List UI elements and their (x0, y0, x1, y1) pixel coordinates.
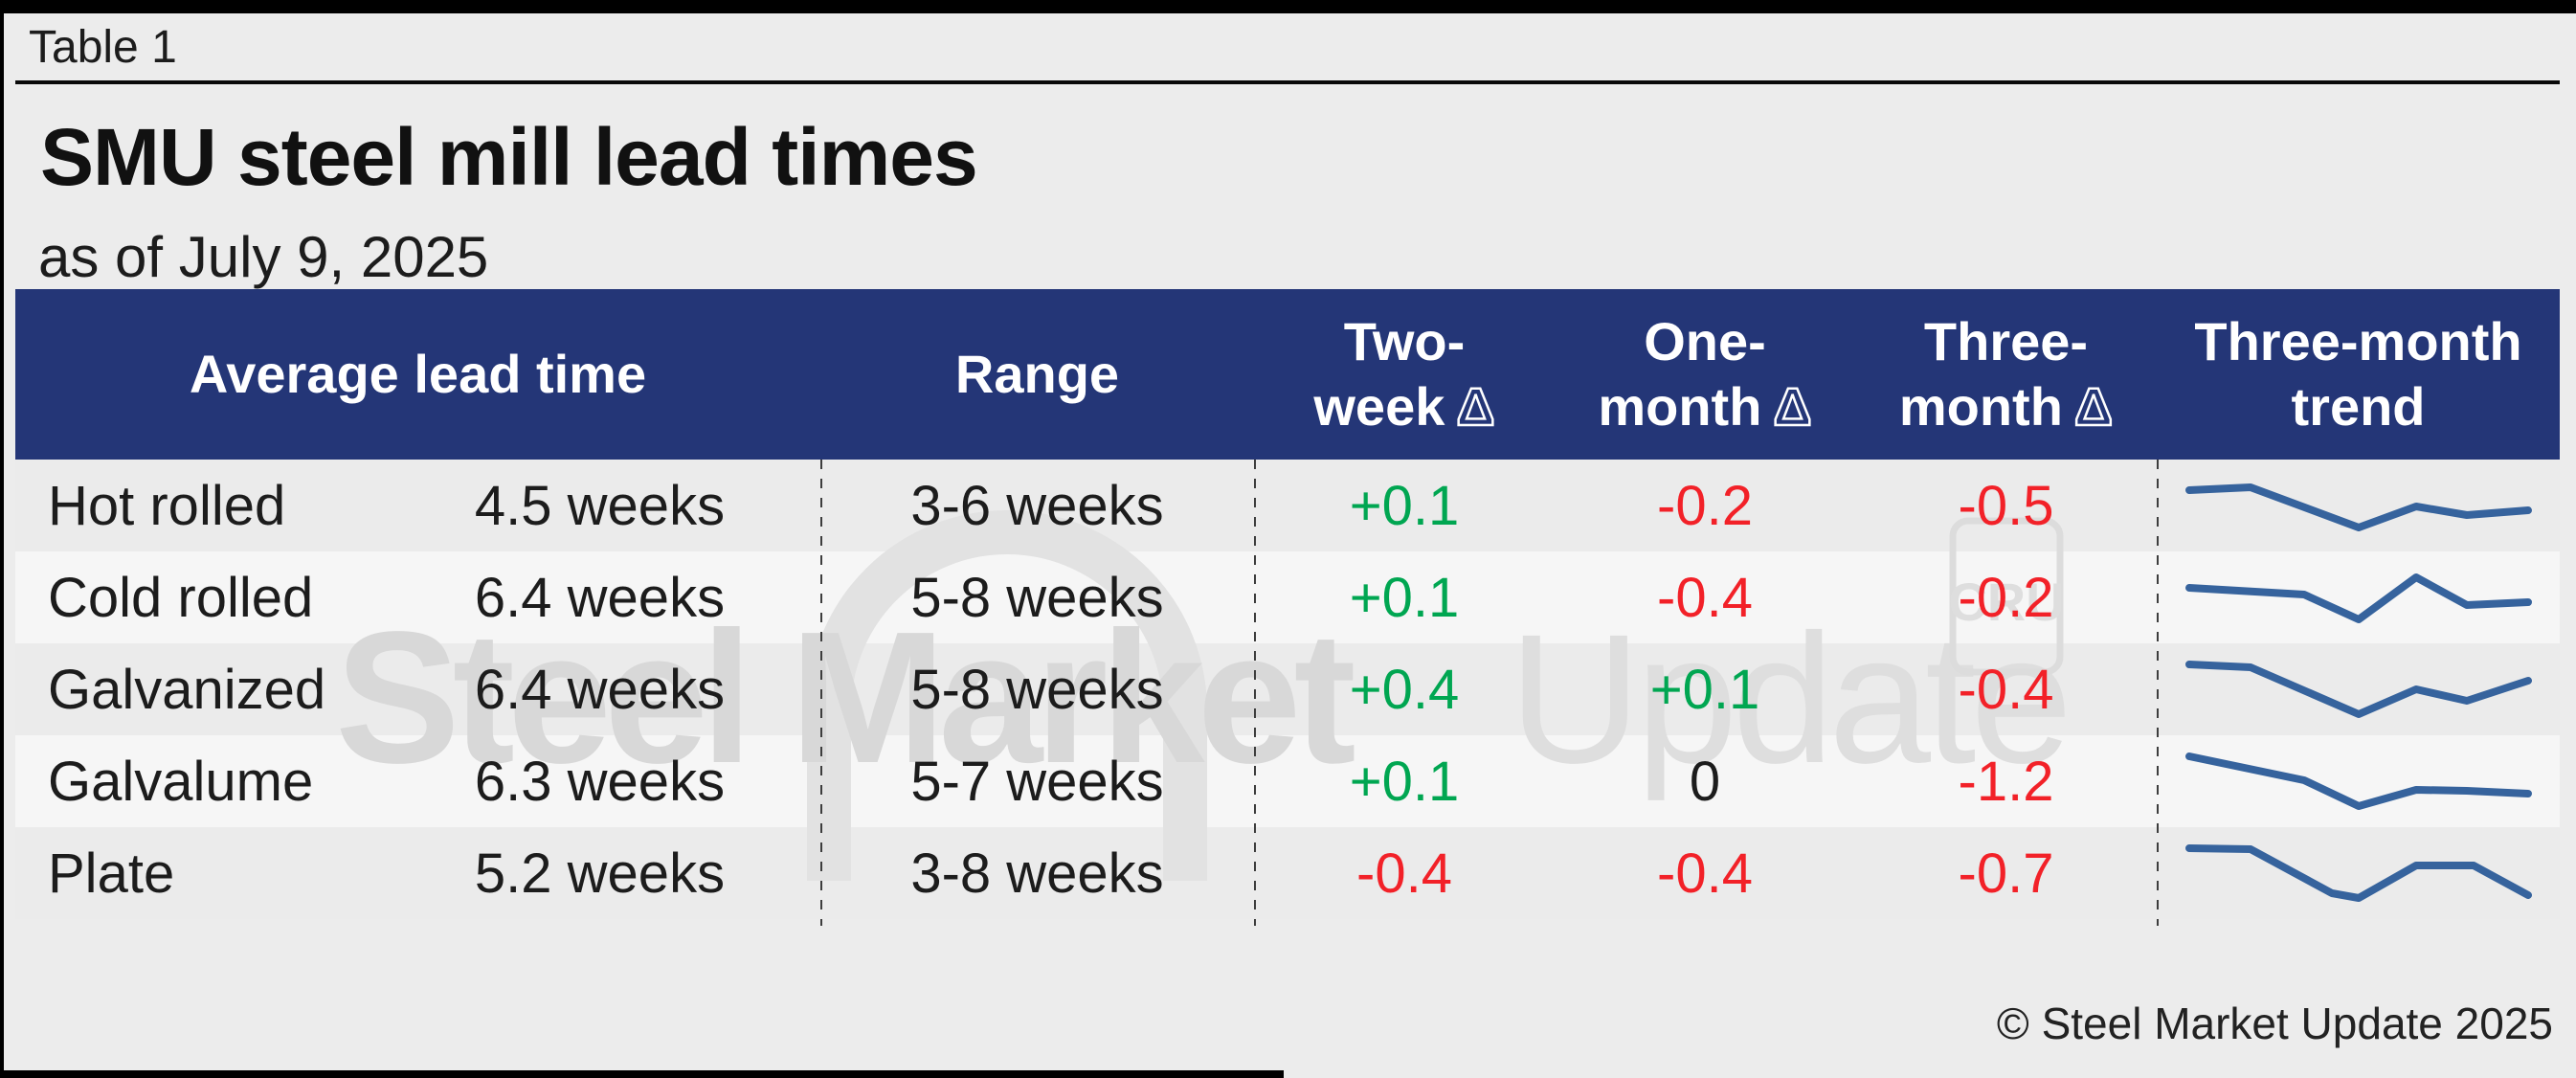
range-cell: 3-8 weeks (910, 842, 1164, 905)
product-cell: Cold rolled (48, 566, 314, 629)
trend-cell (2157, 567, 2560, 628)
range-cell: 5-8 weeks (910, 566, 1164, 629)
one-month-delta-cell: 0 (1689, 750, 1721, 813)
column-separator (2157, 460, 2159, 926)
header-rule (15, 80, 2560, 84)
row-stripe (15, 643, 2560, 735)
header-line: One- (1644, 310, 1766, 371)
table-header-row: Average lead time Range Two- week Δ One- … (15, 289, 2560, 460)
row-stripes (15, 460, 2560, 919)
average-lead-time-cell: 6.3 weeks (474, 750, 726, 813)
trend-sparkline (2184, 844, 2532, 902)
delta-icon: Δ (1455, 375, 1496, 438)
table-row: Galvalume 6.3 weeks 5-7 weeks +0.1 0 -1.… (15, 735, 2560, 827)
header-line: trend (2291, 376, 2426, 437)
header-line: Three-month (2194, 310, 2522, 371)
two-week-delta-cell: +0.1 (1349, 474, 1460, 537)
delta-icon: Δ (2073, 375, 2115, 438)
one-month-delta-cell: +0.1 (1649, 658, 1760, 721)
trend-sparkline (2184, 483, 2532, 531)
average-lead-time-cell: 4.5 weeks (474, 474, 726, 537)
as-of-date: as of July 9, 2025 (38, 225, 489, 289)
row-stripe (15, 460, 2560, 551)
range-cell: 5-8 weeks (910, 658, 1164, 721)
trend-cell (2157, 659, 2560, 720)
one-month-delta-cell: -0.4 (1657, 566, 1753, 629)
two-week-delta-cell: -0.4 (1356, 842, 1452, 905)
trend-sparkline (2184, 752, 2532, 810)
trend-sparkline (2184, 661, 2532, 718)
trend-sparkline (2184, 573, 2532, 623)
one-month-delta-cell: -0.4 (1657, 842, 1753, 905)
lead-times-table: Steel Market Update CRU Average lead tim… (15, 289, 2560, 926)
two-week-delta-cell: +0.1 (1349, 566, 1460, 629)
product-cell: Galvanized (48, 658, 326, 721)
two-week-delta-cell: +0.1 (1349, 750, 1460, 813)
product-cell: Galvalume (48, 750, 314, 813)
average-lead-time-cell: 5.2 weeks (474, 842, 726, 905)
header-line: week (1313, 376, 1445, 437)
row-stripe (15, 827, 2560, 919)
header-three-month-delta: Three- month Δ (1855, 309, 2157, 440)
header-range: Range (954, 343, 1120, 404)
three-month-delta-cell: -0.5 (1958, 474, 2054, 537)
header-line: month (1898, 376, 2063, 437)
table-body: Hot rolled 4.5 weeks 3-6 weeks +0.1 -0.2… (15, 460, 2560, 919)
header-line: Two- (1343, 310, 1466, 371)
product-cell: Hot rolled (48, 474, 286, 537)
trend-cell (2157, 842, 2560, 904)
table-row: Hot rolled 4.5 weeks 3-6 weeks +0.1 -0.2… (15, 460, 2560, 551)
header-average-lead-time: Average lead time (189, 343, 647, 404)
average-lead-time-cell: 6.4 weeks (474, 566, 726, 629)
three-month-delta-cell: -1.2 (1958, 750, 2054, 813)
copyright: © Steel Market Update 2025 (1996, 999, 2553, 1048)
range-cell: 3-6 weeks (910, 474, 1164, 537)
trend-cell (2157, 475, 2560, 536)
header-three-month-trend: Three-month trend (2157, 309, 2560, 440)
two-week-delta-cell: +0.4 (1349, 658, 1460, 721)
bottom-border (0, 1070, 1284, 1078)
table-row: Cold rolled 6.4 weeks 5-8 weeks +0.1 -0.… (15, 551, 2560, 643)
top-border (0, 0, 2576, 13)
header-two-week-delta: Two- week Δ (1254, 309, 1555, 440)
header-line: month (1598, 376, 1762, 437)
product-cell: Plate (48, 842, 175, 905)
column-separator (820, 460, 822, 926)
column-separator (1254, 460, 1256, 926)
one-month-delta-cell: -0.2 (1657, 474, 1753, 537)
page-title: SMU steel mill lead times (40, 112, 978, 202)
table-row: Plate 5.2 weeks 3-8 weeks -0.4 -0.4 -0.7 (15, 827, 2560, 919)
three-month-delta-cell: -0.4 (1958, 658, 2054, 721)
range-cell: 5-7 weeks (910, 750, 1164, 813)
average-lead-time-cell: 6.4 weeks (474, 658, 726, 721)
trend-cell (2157, 751, 2560, 812)
left-border (0, 0, 4, 1078)
table-row: Galvanized 6.4 weeks 5-8 weeks +0.4 +0.1… (15, 643, 2560, 735)
delta-icon: Δ (1772, 375, 1813, 438)
header-line: Three- (1923, 310, 2089, 371)
row-stripe (15, 551, 2560, 643)
header-one-month-delta: One- month Δ (1555, 309, 1855, 440)
three-month-delta-cell: -0.2 (1958, 566, 2054, 629)
row-stripe (15, 735, 2560, 827)
table-tag: Table 1 (29, 22, 177, 73)
three-month-delta-cell: -0.7 (1958, 842, 2054, 905)
